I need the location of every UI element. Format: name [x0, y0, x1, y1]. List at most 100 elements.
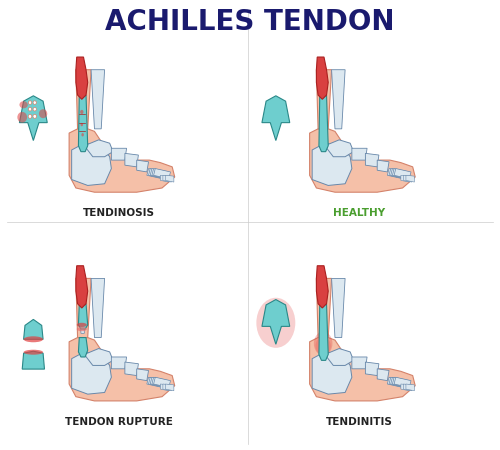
Polygon shape [377, 369, 389, 381]
Polygon shape [84, 140, 113, 157]
Polygon shape [125, 153, 138, 167]
Polygon shape [366, 362, 379, 376]
Ellipse shape [28, 108, 32, 111]
Ellipse shape [314, 332, 332, 356]
Polygon shape [72, 352, 112, 394]
Ellipse shape [18, 112, 27, 123]
Ellipse shape [76, 323, 87, 327]
Polygon shape [148, 169, 166, 179]
Polygon shape [152, 169, 169, 179]
Polygon shape [24, 320, 43, 339]
Ellipse shape [80, 123, 83, 126]
Ellipse shape [24, 336, 43, 342]
Polygon shape [310, 129, 415, 192]
Polygon shape [152, 377, 169, 387]
Ellipse shape [24, 350, 43, 355]
Polygon shape [78, 338, 88, 357]
Text: ACHILLES TENDON: ACHILLES TENDON [105, 9, 395, 36]
Polygon shape [160, 384, 169, 391]
Polygon shape [91, 279, 104, 338]
Polygon shape [84, 349, 113, 365]
Polygon shape [319, 279, 325, 333]
Ellipse shape [39, 109, 48, 118]
Text: TENDON RUPTURE: TENDON RUPTURE [65, 417, 173, 427]
Polygon shape [148, 377, 166, 387]
Polygon shape [112, 357, 126, 369]
Ellipse shape [316, 337, 330, 356]
Ellipse shape [28, 114, 32, 118]
Polygon shape [136, 369, 148, 381]
Ellipse shape [33, 114, 36, 118]
Polygon shape [390, 377, 407, 387]
Polygon shape [163, 176, 172, 182]
Polygon shape [76, 279, 91, 338]
Polygon shape [91, 70, 104, 129]
Polygon shape [69, 338, 174, 401]
Polygon shape [163, 384, 172, 391]
Polygon shape [20, 96, 48, 140]
Polygon shape [147, 377, 164, 387]
Polygon shape [78, 304, 88, 329]
Polygon shape [316, 57, 328, 99]
Text: TENDINITIS: TENDINITIS [326, 417, 393, 427]
Polygon shape [316, 279, 332, 338]
Polygon shape [332, 279, 345, 338]
Polygon shape [401, 176, 409, 182]
Polygon shape [22, 351, 44, 369]
Polygon shape [112, 148, 126, 160]
Polygon shape [389, 377, 406, 387]
Polygon shape [72, 143, 112, 185]
Polygon shape [325, 140, 354, 157]
Polygon shape [325, 349, 354, 365]
Polygon shape [78, 95, 88, 152]
Polygon shape [166, 176, 174, 182]
Polygon shape [352, 357, 367, 369]
Polygon shape [147, 169, 164, 179]
Polygon shape [312, 143, 352, 185]
Polygon shape [310, 338, 415, 401]
Polygon shape [392, 169, 409, 179]
Polygon shape [262, 300, 290, 344]
Polygon shape [406, 176, 414, 182]
Polygon shape [406, 384, 414, 391]
Polygon shape [332, 70, 345, 129]
Ellipse shape [28, 101, 32, 104]
Ellipse shape [33, 108, 36, 111]
Polygon shape [154, 377, 170, 387]
Polygon shape [316, 70, 332, 129]
Polygon shape [166, 384, 174, 391]
Polygon shape [401, 384, 409, 391]
Polygon shape [76, 266, 88, 308]
Text: TENDINOSIS: TENDINOSIS [83, 208, 155, 218]
Polygon shape [125, 362, 138, 376]
Ellipse shape [20, 101, 28, 108]
Polygon shape [404, 176, 412, 182]
Polygon shape [394, 169, 411, 179]
Ellipse shape [80, 110, 84, 114]
Polygon shape [160, 176, 169, 182]
Ellipse shape [82, 133, 84, 136]
Polygon shape [366, 153, 379, 167]
Polygon shape [262, 96, 290, 140]
Polygon shape [154, 169, 170, 179]
Polygon shape [389, 169, 406, 179]
Polygon shape [78, 70, 84, 125]
Polygon shape [312, 352, 352, 394]
Polygon shape [150, 377, 167, 387]
Polygon shape [319, 95, 328, 152]
Polygon shape [377, 160, 389, 172]
Polygon shape [319, 304, 328, 360]
Ellipse shape [33, 101, 36, 104]
Polygon shape [388, 169, 404, 179]
Polygon shape [392, 377, 409, 387]
Polygon shape [352, 148, 367, 160]
Polygon shape [69, 129, 174, 192]
Polygon shape [316, 266, 328, 308]
Polygon shape [76, 70, 91, 129]
Text: HEALTHY: HEALTHY [334, 208, 386, 218]
Ellipse shape [76, 327, 87, 331]
Polygon shape [136, 160, 148, 172]
Polygon shape [76, 57, 88, 99]
Polygon shape [388, 377, 404, 387]
Polygon shape [390, 169, 407, 179]
